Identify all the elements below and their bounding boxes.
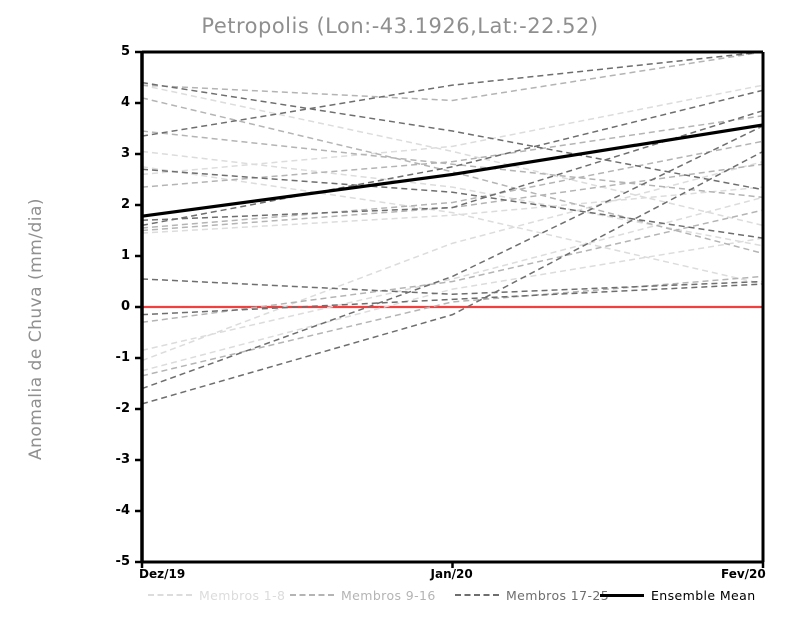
member-line — [141, 84, 764, 227]
ensemble-mean-line — [141, 123, 764, 218]
y-tick-label: 3 — [120, 146, 130, 161]
member-line — [141, 109, 764, 222]
member-line — [141, 140, 764, 229]
member-line — [141, 196, 764, 352]
member-line — [141, 130, 764, 199]
y-tick-label: 2 — [120, 197, 130, 212]
legend-label: Membros 17-25 — [506, 587, 610, 603]
y-tick-label: 0 — [120, 299, 130, 314]
x-tick-label: Jan/20 — [430, 567, 473, 581]
x-tick-label: Fev/20 — [721, 567, 766, 581]
member-line — [141, 150, 764, 405]
member-line — [141, 166, 764, 285]
member-line — [141, 84, 764, 176]
series-layer — [141, 51, 764, 405]
y-tick-label: 1 — [120, 248, 130, 263]
legend-swatch-icon — [600, 593, 644, 597]
member-line — [141, 125, 764, 390]
member-line — [141, 237, 764, 372]
member-line — [141, 51, 764, 137]
legend-swatch-icon — [148, 594, 192, 596]
member-line — [141, 275, 764, 377]
y-tick-label: -3 — [115, 452, 130, 467]
top-clip-mask — [0, 0, 800, 52]
y-tick-label: -2 — [115, 401, 130, 416]
y-tick-label: 4 — [120, 95, 130, 110]
member-line — [141, 283, 764, 316]
legend-swatch-icon — [455, 594, 499, 596]
x-tick-label: Dez/19 — [139, 567, 186, 581]
legend-swatch-icon — [290, 594, 334, 596]
member-line — [141, 115, 764, 188]
page-title: Petropolis (Lon:-43.1926,Lat:-22.52) — [201, 14, 599, 38]
member-line — [141, 97, 764, 255]
member-line — [141, 89, 764, 227]
member-line — [141, 278, 764, 296]
legend-label: Membros 1-8 — [199, 587, 286, 603]
bottom-clip-mask — [0, 563, 800, 618]
member-line — [141, 81, 764, 191]
legend-ensemble-mean[interactable]: Ensemble Mean — [600, 586, 756, 604]
y-tick-label: -4 — [115, 503, 130, 518]
y-tick-label: 5 — [120, 44, 130, 59]
member-line — [141, 186, 764, 234]
member-line — [141, 160, 764, 362]
member-line — [141, 209, 764, 324]
member-line — [141, 51, 764, 102]
chart-legend: Membros 1-8 Membros 9-16 Membros 17-25 Ense… — [0, 586, 800, 608]
legend-membros-17-25[interactable]: Membros 17-25 — [455, 586, 609, 604]
y-axis-label: Anomalia de Chuva (mm/dia) — [26, 197, 46, 460]
y-tick-label: -5 — [115, 554, 130, 569]
legend-label: Ensemble Mean — [651, 587, 756, 603]
legend-label: Membros 9-16 — [341, 587, 436, 603]
y-tick-label: -1 — [115, 350, 130, 365]
member-line — [141, 168, 764, 239]
legend-membros-1-8[interactable]: Membros 1-8 — [148, 586, 285, 604]
legend-membros-9-16[interactable]: Membros 9-16 — [290, 586, 436, 604]
right-clip-mask — [765, 0, 800, 618]
